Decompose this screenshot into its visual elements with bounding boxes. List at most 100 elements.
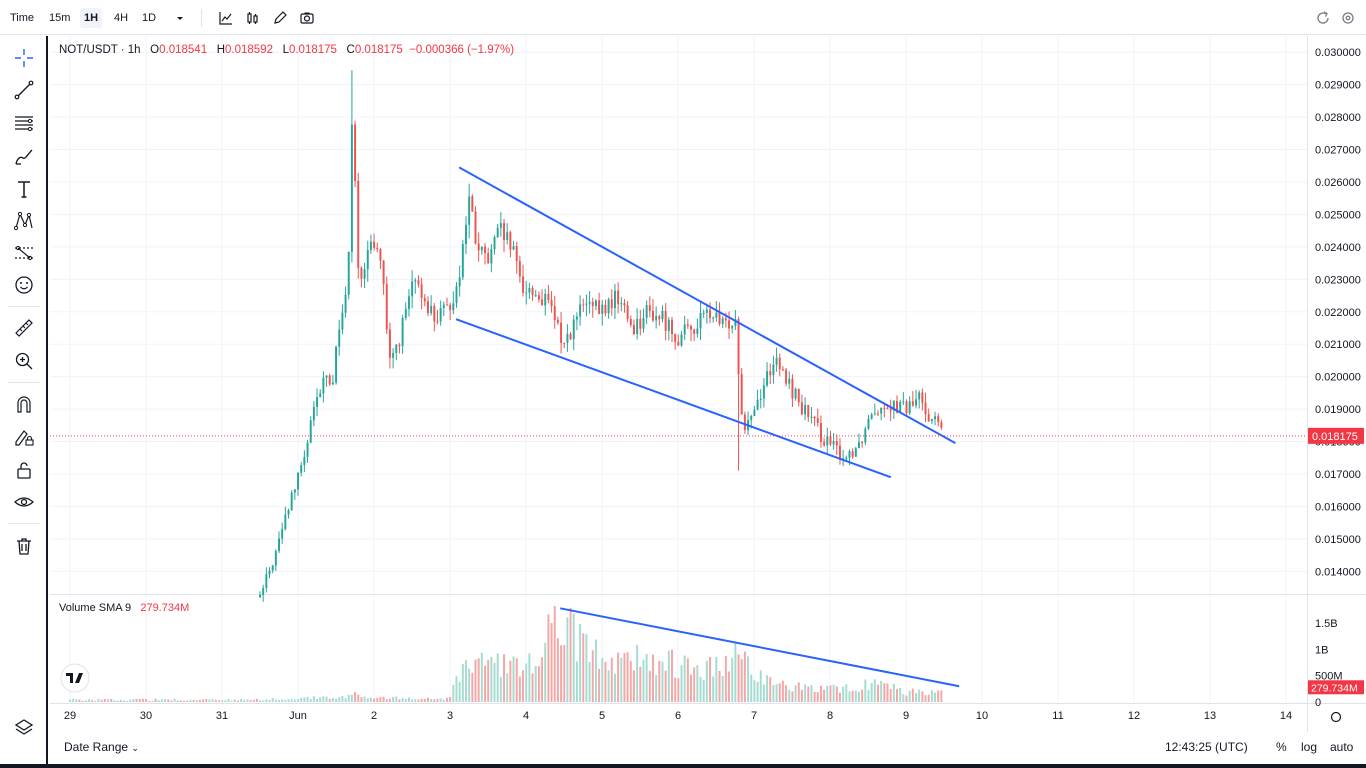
draw-lock-icon[interactable]	[12, 425, 36, 449]
axis-settings-icon[interactable]	[1330, 711, 1342, 723]
candle-body	[671, 319, 673, 335]
clock-readout[interactable]: 12:43:25 (UTC)	[1165, 740, 1248, 754]
candle-body	[423, 297, 426, 302]
volume-bar	[496, 653, 499, 702]
chevron-down-icon[interactable]	[171, 9, 189, 27]
auto-toggle[interactable]: auto	[1330, 740, 1354, 754]
volume-tick-label: 1B	[1315, 644, 1328, 656]
horizontal-lines-icon[interactable]	[12, 111, 36, 135]
volume-bar	[531, 673, 534, 702]
candle-body	[566, 333, 569, 343]
volume-bar	[506, 673, 509, 702]
percent-toggle[interactable]: %	[1276, 740, 1287, 754]
volume-bar	[107, 699, 110, 702]
brush-icon[interactable]	[12, 144, 36, 168]
volume-bar	[591, 650, 594, 702]
candle-body	[366, 249, 369, 270]
trend-line-icon[interactable]	[12, 78, 36, 102]
top-toolbar: Time 15m 1H 4H 1D	[0, 0, 1366, 35]
interval-15m-button[interactable]: 15m	[49, 12, 71, 24]
time-tick-label: 2	[371, 710, 377, 722]
candle-body	[845, 457, 848, 459]
candle-body	[503, 223, 506, 241]
chart-area[interactable]: 0.030000 0.029000 0.028000 0.027000 0.026000…	[50, 36, 1366, 768]
volume-bar	[233, 699, 236, 702]
volume-bar	[430, 699, 433, 702]
pattern-icon[interactable]	[12, 209, 36, 233]
volume-bar	[632, 670, 635, 702]
volume-bar	[398, 699, 401, 702]
symbol-label[interactable]: NOT/USDT · 1h	[59, 44, 141, 56]
volume-bar	[902, 694, 905, 702]
forecast-icon[interactable]	[12, 241, 36, 265]
emoji-icon[interactable]	[12, 273, 36, 297]
camera-icon[interactable]	[298, 9, 316, 27]
tradingview-logo	[60, 663, 90, 693]
interval-1h-button[interactable]: 1H	[80, 8, 103, 28]
time-tick-label: 10	[976, 710, 988, 722]
candle-body	[420, 284, 423, 298]
volume-bar	[835, 686, 838, 702]
volume-bar	[189, 699, 192, 702]
zoom-icon[interactable]	[12, 349, 36, 373]
refresh-icon[interactable]	[1314, 9, 1332, 27]
volume-bar	[132, 699, 135, 702]
candle-body	[455, 286, 458, 304]
candle-body	[702, 312, 705, 314]
candle-body	[721, 318, 724, 324]
volume-bar	[797, 682, 800, 702]
candle-body	[766, 371, 769, 386]
magnet-icon[interactable]	[12, 392, 36, 416]
interval-4h-button[interactable]: 4H	[114, 12, 129, 24]
candle-body	[737, 319, 740, 375]
text-icon[interactable]	[12, 177, 36, 201]
volume-bar	[794, 685, 797, 702]
volume-bar	[842, 686, 845, 702]
volume-bar	[572, 613, 575, 702]
volume-bar	[373, 698, 376, 702]
chart-canvas[interactable]: 0.030000 0.029000 0.028000 0.027000 0.026000…	[50, 36, 1366, 732]
volume-bar	[785, 685, 788, 702]
candle-body	[598, 300, 601, 315]
date-range-button[interactable]: Date Range ⌄	[64, 740, 139, 754]
volume-bar	[677, 678, 680, 702]
settings-icon[interactable]	[1339, 9, 1357, 27]
eye-icon[interactable]	[12, 490, 36, 514]
volume-bar	[439, 698, 442, 702]
volume-bar	[382, 696, 385, 702]
line-chart-icon[interactable]	[217, 9, 235, 27]
bar-chart-icon[interactable]	[244, 9, 262, 27]
volume-bar	[607, 670, 610, 702]
volume-bar	[281, 699, 284, 702]
volume-bar	[781, 680, 784, 702]
lock-icon[interactable]	[12, 458, 36, 482]
interval-1d-button[interactable]: 1D	[142, 12, 157, 24]
volume-bar	[579, 624, 582, 702]
volume-bar	[696, 665, 699, 702]
volume-bar	[915, 693, 918, 702]
pencil-icon[interactable]	[271, 9, 289, 27]
volume-tick-label: 500M	[1315, 671, 1343, 683]
time-label[interactable]: Time	[10, 12, 35, 24]
trash-icon[interactable]	[12, 534, 36, 558]
candle-body	[385, 284, 388, 330]
layers-icon[interactable]	[12, 716, 36, 740]
volume-bar	[94, 700, 97, 702]
log-toggle[interactable]: log	[1301, 740, 1318, 754]
crosshair-icon[interactable]	[12, 46, 36, 70]
volume-legend-label[interactable]: Volume SMA 9	[59, 602, 132, 614]
candle-body	[800, 402, 803, 415]
volume-bar	[648, 670, 651, 702]
volume-bar	[601, 658, 604, 702]
volume-bar	[563, 644, 566, 702]
candle-body	[680, 334, 683, 346]
volume-bar	[271, 698, 274, 702]
candle-body	[642, 317, 645, 329]
volume-bar	[347, 694, 350, 702]
candle-body	[499, 223, 502, 228]
candle-body	[363, 269, 366, 279]
candle-body	[930, 419, 933, 422]
volume-bar	[664, 670, 667, 702]
ruler-icon[interactable]	[12, 316, 36, 340]
volume-bar	[477, 658, 480, 702]
